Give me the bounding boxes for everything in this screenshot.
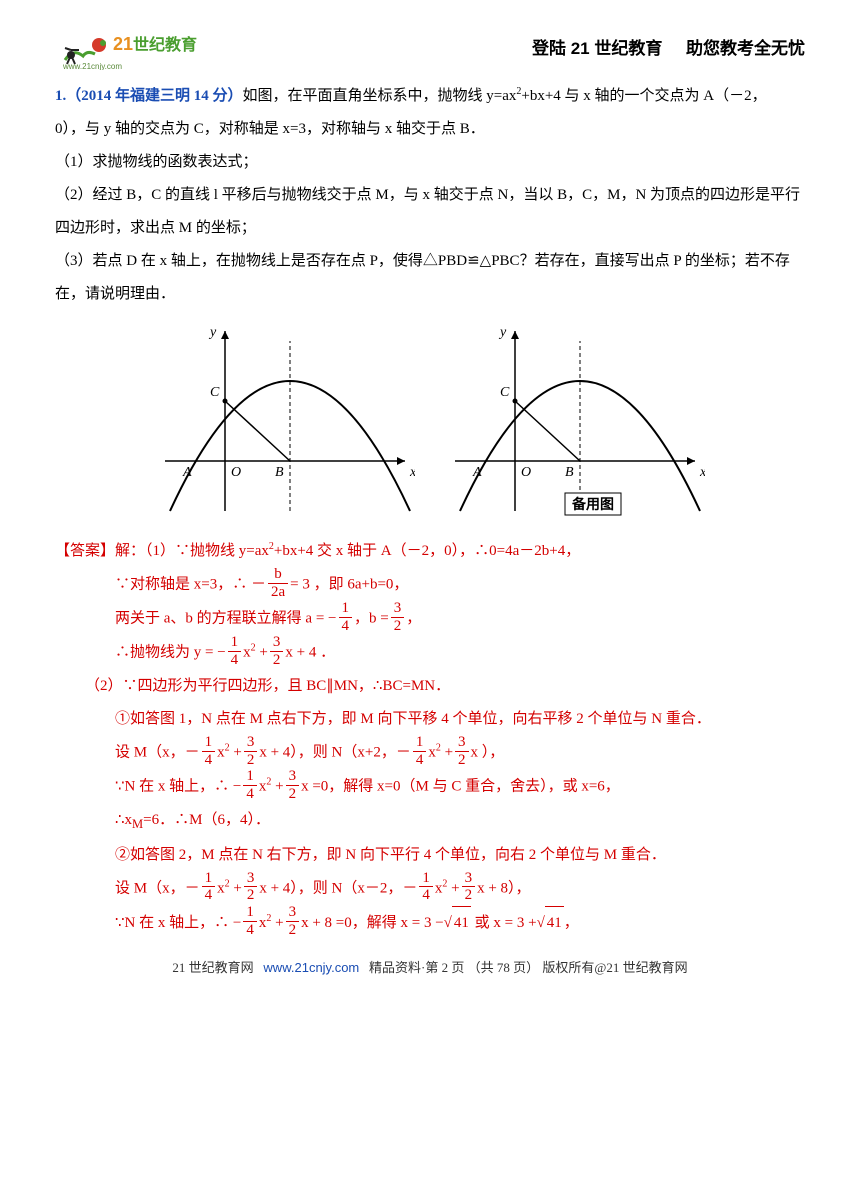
svg-text:O: O — [231, 465, 241, 480]
figure-backup: x y C A O B 备用图 — [445, 321, 705, 521]
question-part2: （2）经过 B，C 的直线 l 平移后与抛物线交于点 M，与 x 轴交于点 N，… — [55, 179, 805, 245]
page-footer: 21 世纪教育网 www.21cnjy.com 精品资料·第 2 页 （共 78… — [55, 954, 805, 983]
svg-text:C: C — [500, 385, 510, 400]
question-stem-line1: 1.（2014 年福建三明 14 分）如图，在平面直角坐标系中，抛物线 y=ax… — [55, 80, 805, 113]
svg-text:y: y — [498, 325, 507, 340]
svg-text:x: x — [699, 465, 705, 480]
solution-line3: 两关于 a、b 的方程联立解得 a = −14，b =32， — [55, 602, 805, 636]
question-source: 1.（2014 年福建三明 14 分） — [55, 88, 243, 104]
site-logo: 21 世纪教育 www.21cnjy.com — [55, 30, 235, 70]
svg-text:y: y — [208, 325, 217, 340]
solution-line1: 【答案】解：（1）∵抛物线 y=ax2+bx+4 交 x 轴于 A（－2，0），… — [55, 535, 805, 568]
svg-text:备用图: 备用图 — [571, 496, 614, 513]
svg-text:x: x — [409, 465, 415, 480]
solution-block: 【答案】解：（1）∵抛物线 y=ax2+bx+4 交 x 轴于 A（－2，0），… — [55, 535, 805, 940]
solution-line5: （2）∵四边形为平行四边形，且 BC∥MN，∴BC=MN． — [55, 670, 805, 703]
solution-line7: 设 M（x，－14x2 +32x + 4），则 N（x+2，－14x2 +32x… — [55, 736, 805, 770]
question-part3: （3）若点 D 在 x 轴上，在抛物线上是否存在点 P，使得△PBD≌△PBC？… — [55, 245, 805, 311]
header-text-c: 助您教考全无忧 — [686, 39, 805, 58]
answer-heading: 【答案】 — [55, 543, 115, 559]
svg-text:B: B — [565, 465, 574, 480]
svg-text:21: 21 — [113, 34, 133, 54]
question-part1: （1）求抛物线的函数表达式； — [55, 146, 805, 179]
header-text-a: 登陆 — [532, 39, 566, 58]
solution-line2: ∵对称轴是 x=3，∴ －b2a= 3 ，即 6a+b=0， — [55, 568, 805, 602]
header-text-b: 世纪教育 — [594, 39, 662, 58]
svg-text:A: A — [472, 465, 482, 480]
svg-text:A: A — [182, 465, 192, 480]
header-num: 21 — [571, 39, 590, 58]
solution-line8: ∵N 在 x 轴上，∴ −14x2 +32x =0，解得 x=0（M 与 C 重… — [55, 770, 805, 804]
question-stem-line2: 0），与 y 轴的交点为 C，对称轴是 x=3，对称轴与 x 轴交于点 B． — [55, 113, 805, 146]
page-header: 21 世纪教育 www.21cnjy.com 登陆 21 世纪教育 助您教考全无… — [55, 30, 805, 70]
solution-line10: ②如答图 2，M 点在 N 右下方，即 N 向下平行 4 个单位，向右 2 个单… — [55, 839, 805, 872]
svg-text:O: O — [521, 465, 531, 480]
solution-line12: ∵N 在 x 轴上，∴ −14x2 +32x + 8 =0，解得 x = 3 −… — [55, 906, 805, 941]
solution-line11: 设 M（x，－14x2 +32x + 4），则 N（x－2，－14x2 +32x… — [55, 872, 805, 906]
solution-line4: ∴抛物线为 y = −14x2 +32x + 4 ． — [55, 636, 805, 670]
figure-row: x y C A O B x y C A O B 备用图 — [55, 321, 805, 521]
figure-main: x y C A O B — [155, 321, 415, 521]
svg-text:C: C — [210, 385, 220, 400]
footer-pageinfo: 精品资料·第 2 页 （共 78 页） 版权所有@21 世纪教育网 — [369, 960, 688, 975]
footer-brand: 21 世纪教育网 — [172, 960, 253, 975]
svg-text:B: B — [275, 465, 284, 480]
header-slogan: 登陆 21 世纪教育 助您教考全无忧 — [532, 30, 805, 67]
solution-line6: ①如答图 1，N 点在 M 点右下方，即 M 向下平移 4 个单位，向右平移 2… — [55, 703, 805, 736]
footer-url: www.21cnjy.com — [263, 960, 359, 975]
svg-text:www.21cnjy.com: www.21cnjy.com — [62, 62, 122, 70]
svg-text:世纪教育: 世纪教育 — [133, 35, 197, 54]
solution-line9: ∴xM=6．∴M（6，4）． — [55, 804, 805, 839]
